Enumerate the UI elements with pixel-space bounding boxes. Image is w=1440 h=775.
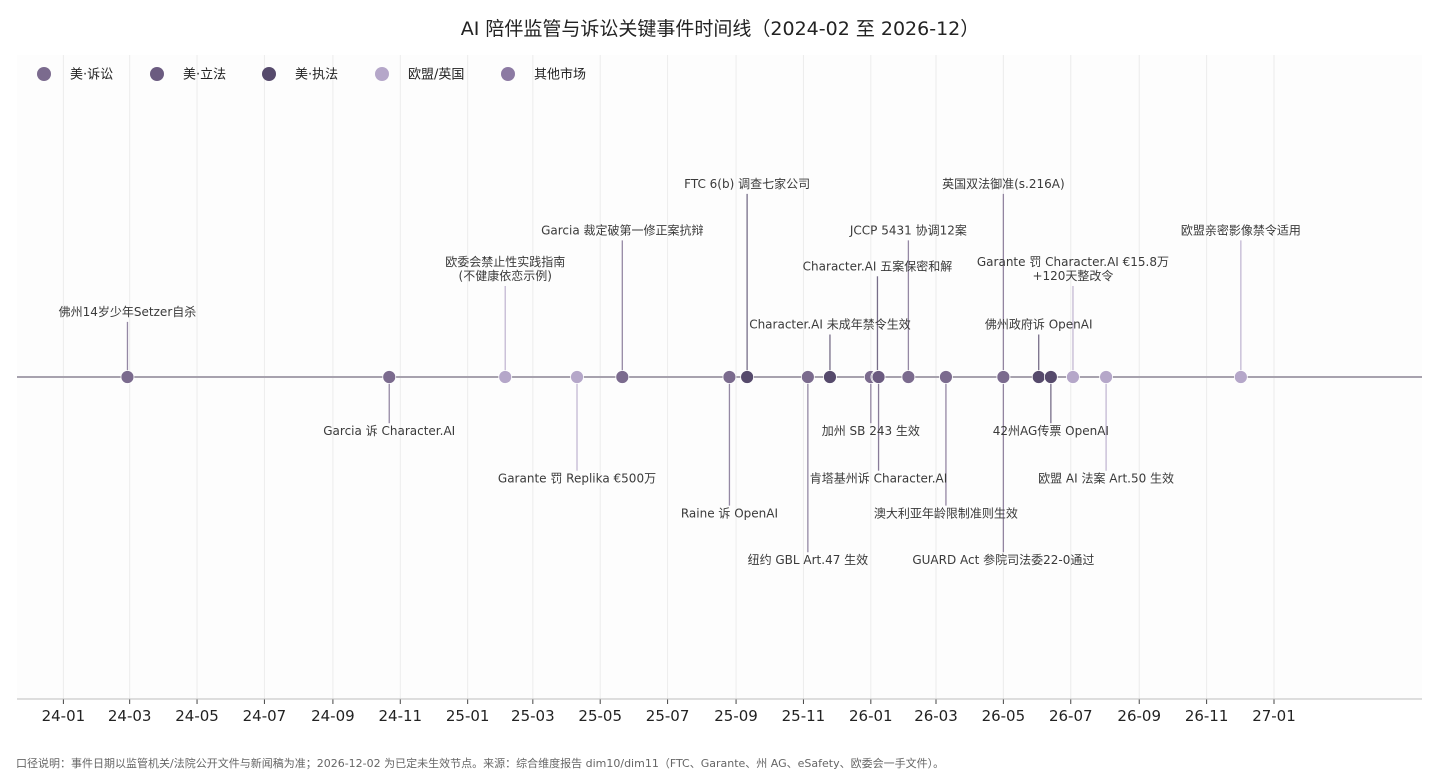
legend-label: 美·执法 bbox=[295, 68, 338, 83]
legend-marker bbox=[37, 67, 51, 81]
x-tick-label: 24-07 bbox=[243, 707, 287, 725]
x-tick-label: 26-07 bbox=[1049, 707, 1093, 725]
event-marker bbox=[871, 370, 886, 384]
event-label: 欧盟 AI 法案 Art.50 生效 bbox=[1038, 471, 1174, 486]
legend-label: 其他市场 bbox=[534, 67, 586, 83]
x-tick-label: 25-11 bbox=[782, 707, 826, 725]
event-label: 欧盟亲密影像禁令适用 bbox=[1181, 222, 1301, 237]
event-label: Character.AI 未成年禁令生效 bbox=[749, 317, 911, 332]
event-marker bbox=[740, 370, 755, 384]
event-marker bbox=[615, 370, 630, 384]
event-label: FTC 6(b) 调查七家公司 bbox=[684, 176, 810, 191]
legend-item: 其他市场 bbox=[501, 67, 586, 83]
event-label: 佛州14岁少年Setzer自杀 bbox=[59, 304, 197, 319]
x-tick-label: 26-01 bbox=[849, 707, 893, 725]
event-label: 澳大利亚年龄限制准则生效 bbox=[874, 506, 1018, 521]
x-tick-label: 26-05 bbox=[982, 707, 1026, 725]
event-label: Character.AI 五案保密和解 bbox=[803, 258, 953, 273]
event-marker bbox=[1043, 370, 1058, 384]
event-label: JCCP 5431 协调12案 bbox=[849, 222, 967, 237]
event-label: 欧委会禁止性实践指南(不健康依恋示例) bbox=[445, 254, 565, 283]
legend-label: 美·立法 bbox=[183, 68, 226, 83]
legend-marker bbox=[375, 67, 389, 81]
event-marker bbox=[1233, 370, 1248, 384]
legend-label: 美·诉讼 bbox=[70, 68, 113, 83]
chart-caption: 口径说明：事件日期以监管机关/法院公开文件与新闻稿为准；2026-12-02 为… bbox=[16, 757, 945, 770]
event-label: 加州 SB 243 生效 bbox=[822, 423, 920, 438]
event-label: Raine 诉 OpenAI bbox=[681, 507, 778, 521]
event-label: 肯塔基州诉 Character.AI bbox=[810, 472, 948, 486]
legend-item: 美·立法 bbox=[150, 67, 226, 83]
x-tick-label: 25-05 bbox=[578, 707, 622, 725]
x-tick-label: 24-09 bbox=[311, 707, 355, 725]
event-label: 佛州政府诉 OpenAI bbox=[985, 317, 1093, 332]
chart-title: AI 陪伴监管与诉讼关键事件时间线（2024-02 至 2026-12） bbox=[460, 18, 980, 40]
x-tick-label: 25-09 bbox=[714, 707, 758, 725]
event-marker bbox=[120, 370, 135, 384]
x-tick-label: 25-07 bbox=[646, 707, 690, 725]
legend-marker bbox=[262, 67, 276, 81]
event-marker bbox=[1066, 370, 1080, 384]
legend-marker bbox=[150, 67, 164, 81]
event-marker bbox=[996, 370, 1011, 384]
event-marker bbox=[498, 370, 513, 384]
x-tick-label: 24-11 bbox=[378, 707, 422, 725]
event-marker bbox=[1099, 370, 1113, 384]
legend-marker bbox=[501, 67, 515, 81]
event-label: Garante 罚 Character.AI €15.8万+120天整改令 bbox=[977, 255, 1169, 283]
event-label: 纽约 GBL Art.47 生效 bbox=[748, 552, 869, 567]
event-marker bbox=[382, 370, 397, 384]
legend-label: 欧盟/英国 bbox=[408, 68, 464, 83]
event-marker bbox=[722, 370, 737, 384]
event-label: 42州AG传票 OpenAI bbox=[993, 423, 1109, 438]
event-label: GUARD Act 参院司法委22-0通过 bbox=[912, 552, 1094, 567]
x-tick-label: 25-01 bbox=[446, 707, 490, 725]
x-tick-label: 26-09 bbox=[1117, 707, 1161, 725]
event-marker bbox=[800, 370, 815, 384]
event-marker bbox=[901, 370, 916, 384]
x-tick-label: 24-05 bbox=[175, 707, 219, 725]
event-label: Garcia 裁定破第一修正案抗辩 bbox=[541, 222, 703, 237]
event-label: Garcia 诉 Character.AI bbox=[323, 424, 455, 438]
event-marker bbox=[570, 370, 584, 384]
event-marker bbox=[939, 370, 953, 384]
legend-item: 美·诉讼 bbox=[37, 67, 113, 83]
legend-item: 美·执法 bbox=[262, 67, 338, 83]
x-tick-label: 24-03 bbox=[108, 707, 152, 725]
legend-item: 欧盟/英国 bbox=[375, 67, 464, 83]
event-marker bbox=[823, 370, 837, 384]
event-label: Garante 罚 Replika €500万 bbox=[498, 472, 656, 486]
x-tick-label: 26-03 bbox=[914, 707, 958, 725]
x-tick-label: 26-11 bbox=[1185, 707, 1229, 725]
x-tick-label: 25-03 bbox=[511, 707, 555, 725]
event-label: 英国双法御准(s.216A) bbox=[942, 176, 1065, 191]
x-tick-label: 24-01 bbox=[42, 707, 86, 725]
event-marker bbox=[1031, 370, 1046, 384]
x-tick-label: 27-01 bbox=[1252, 707, 1296, 725]
